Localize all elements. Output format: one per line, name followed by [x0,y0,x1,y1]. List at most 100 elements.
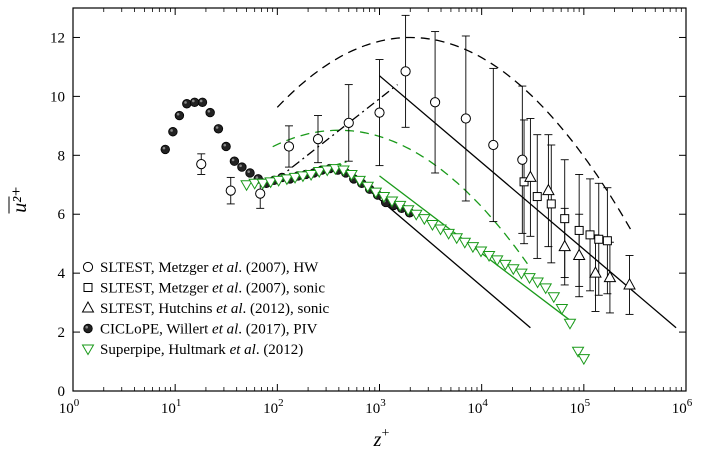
legend-label-part: Superpipe, Hultmark [100,342,230,358]
y-axis-title-text: u²⁺ [9,186,31,213]
piv-point-8 [221,141,231,152]
piv-point-1 [168,127,178,137]
piv-point-10-highlight [239,164,242,168]
piv-point-5-highlight [199,99,203,103]
piv-point-6-highlight [207,109,211,113]
hw-point-6 [374,107,385,118]
x-tick-label-exp-1: 1 [176,397,182,409]
x-tick-label-exp-4: 4 [482,397,488,409]
data-markers [160,66,636,366]
piv-point-11-body [245,168,255,178]
piv-point-4-body [189,97,200,107]
x-tick-label-base-1: 10 [161,401,176,417]
piv-point-3 [182,99,192,109]
legend-label-part: SLTEST, Metzger [100,260,212,276]
x-tick-label-6: 106 [672,397,693,417]
piv-point-2-body [174,110,185,121]
superpipe-point-8 [304,169,318,181]
legend-entry-sonic07: SLTEST, Metzger et al. (2007), sonic [83,281,325,297]
legend-label-superpipe: Superpipe, Hultmark et al. (2012) [100,342,303,358]
legend-label-part: SLTEST, Metzger [100,281,212,297]
superpipe-point-42 [577,354,591,366]
legend-marker-hw [82,261,94,273]
sonic12-point-2 [558,239,572,252]
hw-point-2 [255,188,266,199]
hw-point-7 [400,66,411,77]
superpipe-point-40 [563,318,577,330]
legend-entry-piv: CICLoPE, Willert et al. (2017), PIV [83,322,318,338]
hw-point-1 [225,185,236,196]
x-tick-label-3: 103 [365,397,386,417]
piv-point-7 [213,124,224,134]
legend-label-part: . (2007), sonic [238,281,325,297]
legend-label-part: et al [212,260,238,276]
sonic12-point-6 [623,277,636,290]
piv-point-9-body [229,156,240,166]
sonic12-point-1 [542,183,555,196]
legend-label-part: . (2007), HW [238,260,319,276]
superpipe-point-4 [272,175,286,187]
legend: SLTEST, Metzger et al. (2007), HWSLTEST,… [81,260,330,358]
piv-point-8-body [221,141,231,152]
piv-point-11-highlight [247,170,250,173]
legend-label-part: SLTEST, Hutchins [100,301,216,317]
y-tick-label-5: 10 [50,89,65,105]
superpipe-point-10 [320,165,334,177]
legend-label-part: CICLoPE, Willert [100,322,212,338]
piv-point-7-highlight [215,126,219,129]
legend-label-part: . (2017), PIV [238,322,317,338]
superpipe-point-36 [531,277,544,289]
x-axis-title-sup: + [381,426,389,441]
piv-point-4-highlight [192,99,195,103]
sonic12-point-4 [589,266,602,278]
superpipe-point-6 [288,172,302,184]
sonic07-point-4 [574,225,584,235]
reference-curves [272,36,677,329]
superpipe-point-5 [280,174,294,186]
superpipe-point-1 [248,178,262,190]
sonic12-point-5 [603,270,617,283]
superpipe-point-3 [264,177,278,189]
superpipe-point-38 [547,292,561,304]
legend-label-part: . (2012) [256,342,304,358]
hw-point-3 [283,141,295,152]
x-tick-label-base-0: 10 [59,401,74,417]
piv-point-11 [245,168,255,178]
sonic12-point-3 [572,248,586,260]
sonic07-point-3 [560,214,570,224]
piv-point-0 [160,144,170,155]
curve-dashed-black [276,36,634,234]
y-axis-title: u²⁺ [8,186,31,214]
y-tick-label-0: 0 [58,384,66,400]
piv-point-5 [197,97,208,107]
piv-point-3-body [182,99,192,109]
superpipe-point-22 [417,214,431,226]
sonic07-point-5 [585,230,595,240]
legend-label-part: et al [216,301,242,317]
piv-point-3-highlight [184,101,187,104]
superpipe-point-37 [539,283,553,295]
hw-point-8 [429,97,441,108]
curve-dashed-green [272,129,528,265]
piv-point-0-highlight [162,146,166,150]
piv-point-6 [205,107,215,118]
piv-point-7-body [213,124,224,134]
hw-point-0 [196,159,207,170]
legend-marker-superpipe [81,344,95,356]
y-tick-label-6: 12 [50,30,65,46]
x-tick-label-1: 101 [161,397,182,417]
superpipe-point-39 [555,304,569,316]
hw-point-11 [517,154,528,165]
x-axis-title-base: z [373,429,382,451]
legend-label-sonic07: SLTEST, Metzger et al. (2007), sonic [100,281,325,297]
piv-point-2-highlight [176,112,180,116]
piv-point-12-highlight [255,176,259,179]
piv-point-1-body [168,127,178,137]
legend-marker-piv-body [83,323,93,334]
x-tick-label-base-6: 10 [672,401,687,417]
piv-point-0-body [160,144,170,155]
legend-marker-piv [83,323,93,334]
axis-titles: z+ u²⁺ [8,186,389,451]
x-tick-label-exp-5: 5 [585,397,591,409]
